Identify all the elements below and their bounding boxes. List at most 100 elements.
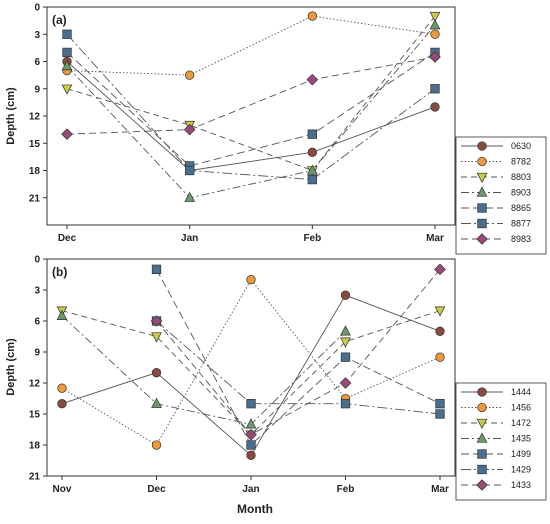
- y-tick-label: 18: [29, 166, 41, 177]
- data-point-1429: [246, 399, 256, 409]
- x-tick-label: Feb: [337, 484, 355, 495]
- data-point-1435: [56, 309, 68, 320]
- data-point-8983: [183, 123, 196, 136]
- data-point-1456: [435, 352, 445, 362]
- data-point-8903: [184, 191, 196, 202]
- legend-marker-8782: [477, 156, 487, 167]
- data-point-8983: [306, 73, 319, 86]
- data-point-8803: [429, 11, 441, 23]
- x-axis-title: Month: [237, 502, 273, 516]
- legend-label: 8865: [511, 203, 531, 213]
- data-point-8803: [61, 84, 73, 95]
- legend-marker-8877: [477, 218, 487, 229]
- y-tick-label: 12: [29, 112, 41, 123]
- y-tick-label: 3: [34, 286, 40, 297]
- legend-label: 1429: [511, 465, 531, 475]
- data-point-8877: [62, 29, 72, 39]
- series-line-8983: [66, 56, 436, 135]
- data-point-1444: [435, 326, 445, 336]
- data-point-8782: [430, 29, 440, 39]
- y-tick-label: 21: [29, 472, 41, 483]
- series-line-1433: [156, 269, 441, 436]
- legend-label: 1499: [511, 449, 531, 459]
- legend-label: 1433: [511, 480, 531, 490]
- legend-label: 8877: [511, 219, 531, 229]
- legend-label: 1435: [511, 434, 531, 444]
- series-line-0630: [66, 61, 436, 171]
- series-line-8803: [66, 15, 436, 172]
- legend-label: 0630: [511, 141, 531, 151]
- series-line-8903: [66, 24, 436, 199]
- y-tick-label: 6: [34, 57, 40, 68]
- data-point-1435: [340, 325, 351, 336]
- legend-label: 1456: [511, 403, 531, 413]
- y-tick-label: 18: [29, 441, 41, 452]
- legend-marker-1444: [477, 387, 487, 397]
- legend-label: 8782: [511, 157, 531, 167]
- data-point-8903: [429, 19, 441, 30]
- data-point-8983: [61, 128, 73, 140]
- legend-marker-0630: [477, 141, 487, 151]
- data-point-1435: [245, 418, 257, 429]
- data-point-8903: [306, 164, 318, 175]
- y-tick-label: 6: [34, 317, 40, 328]
- data-point-1472: [340, 337, 351, 348]
- data-point-1444: [246, 450, 256, 460]
- series-line-1429: [156, 320, 441, 415]
- x-tick-label: Mar: [426, 233, 444, 244]
- y-tick-label: 0: [34, 3, 40, 14]
- y-tick-label: 3: [34, 30, 40, 41]
- series-line-1472: [61, 310, 441, 436]
- legend-marker-8983: [476, 233, 488, 245]
- data-point-1456: [246, 275, 256, 285]
- legend: 1444 1456 1472 1435 1499 1429 1433: [455, 382, 547, 501]
- y-tick-label: 15: [29, 410, 41, 421]
- panel-label: (b): [52, 265, 67, 279]
- x-tick-label: Dec: [58, 233, 77, 244]
- y-tick-label: 15: [29, 139, 41, 150]
- legend-box: [455, 382, 547, 501]
- legend-label: 8983: [511, 234, 531, 244]
- data-point-8865: [62, 47, 72, 58]
- legend-marker-8865: [477, 203, 487, 213]
- y-axis-title: Depth (cm): [5, 87, 17, 145]
- data-point-1499: [435, 399, 445, 409]
- panel-b: 0 3 6 9 12 15 18 21 Nov Dec Jan Feb Mar Depth (cm) (b)…: [5, 255, 547, 501]
- legend-marker-1435: [476, 432, 488, 443]
- data-point-1433: [339, 377, 352, 389]
- data-point-1433: [245, 428, 257, 441]
- series-line-8877: [66, 33, 436, 181]
- legend-marker-8903: [476, 186, 488, 197]
- data-point-1472: [434, 306, 446, 317]
- x-tick-label: Jan: [242, 484, 259, 495]
- x-tick-label: Dec: [147, 484, 166, 495]
- legend-label: 8803: [511, 172, 531, 182]
- data-point-8877: [430, 84, 440, 94]
- data-point-1444: [340, 290, 351, 300]
- legend-marker-8803: [476, 172, 488, 184]
- data-point-1472: [151, 332, 162, 343]
- legend-label: 1444: [511, 387, 531, 397]
- y-tick-label: 21: [29, 193, 41, 204]
- x-tick-label: Nov: [53, 484, 72, 495]
- panel-label: (a): [52, 13, 67, 27]
- data-point-1456: [57, 383, 67, 393]
- legend-marker-1456: [477, 402, 487, 413]
- y-axis-title: Depth (cm): [5, 338, 17, 396]
- data-point-8983: [429, 51, 441, 63]
- data-point-0630: [307, 147, 317, 157]
- legend-box: [455, 136, 547, 255]
- series-line-1435: [61, 315, 346, 425]
- legend-marker-1472: [476, 418, 488, 430]
- legend: 0630 8782 8803 8903 8865 8877 8983: [455, 136, 547, 255]
- panel-a: 0 3 6 9 12 15 18 21 Dec Jan Feb Mar Depth (cm) (a) 063…: [5, 3, 547, 255]
- data-point-1456: [151, 440, 162, 450]
- data-point-8865: [307, 129, 317, 139]
- y-tick-label: 0: [34, 255, 40, 266]
- legend-marker-1499: [477, 449, 487, 459]
- series-line-1456: [61, 278, 441, 446]
- y-tick-label: 9: [34, 348, 40, 359]
- data-point-1499: [340, 352, 351, 362]
